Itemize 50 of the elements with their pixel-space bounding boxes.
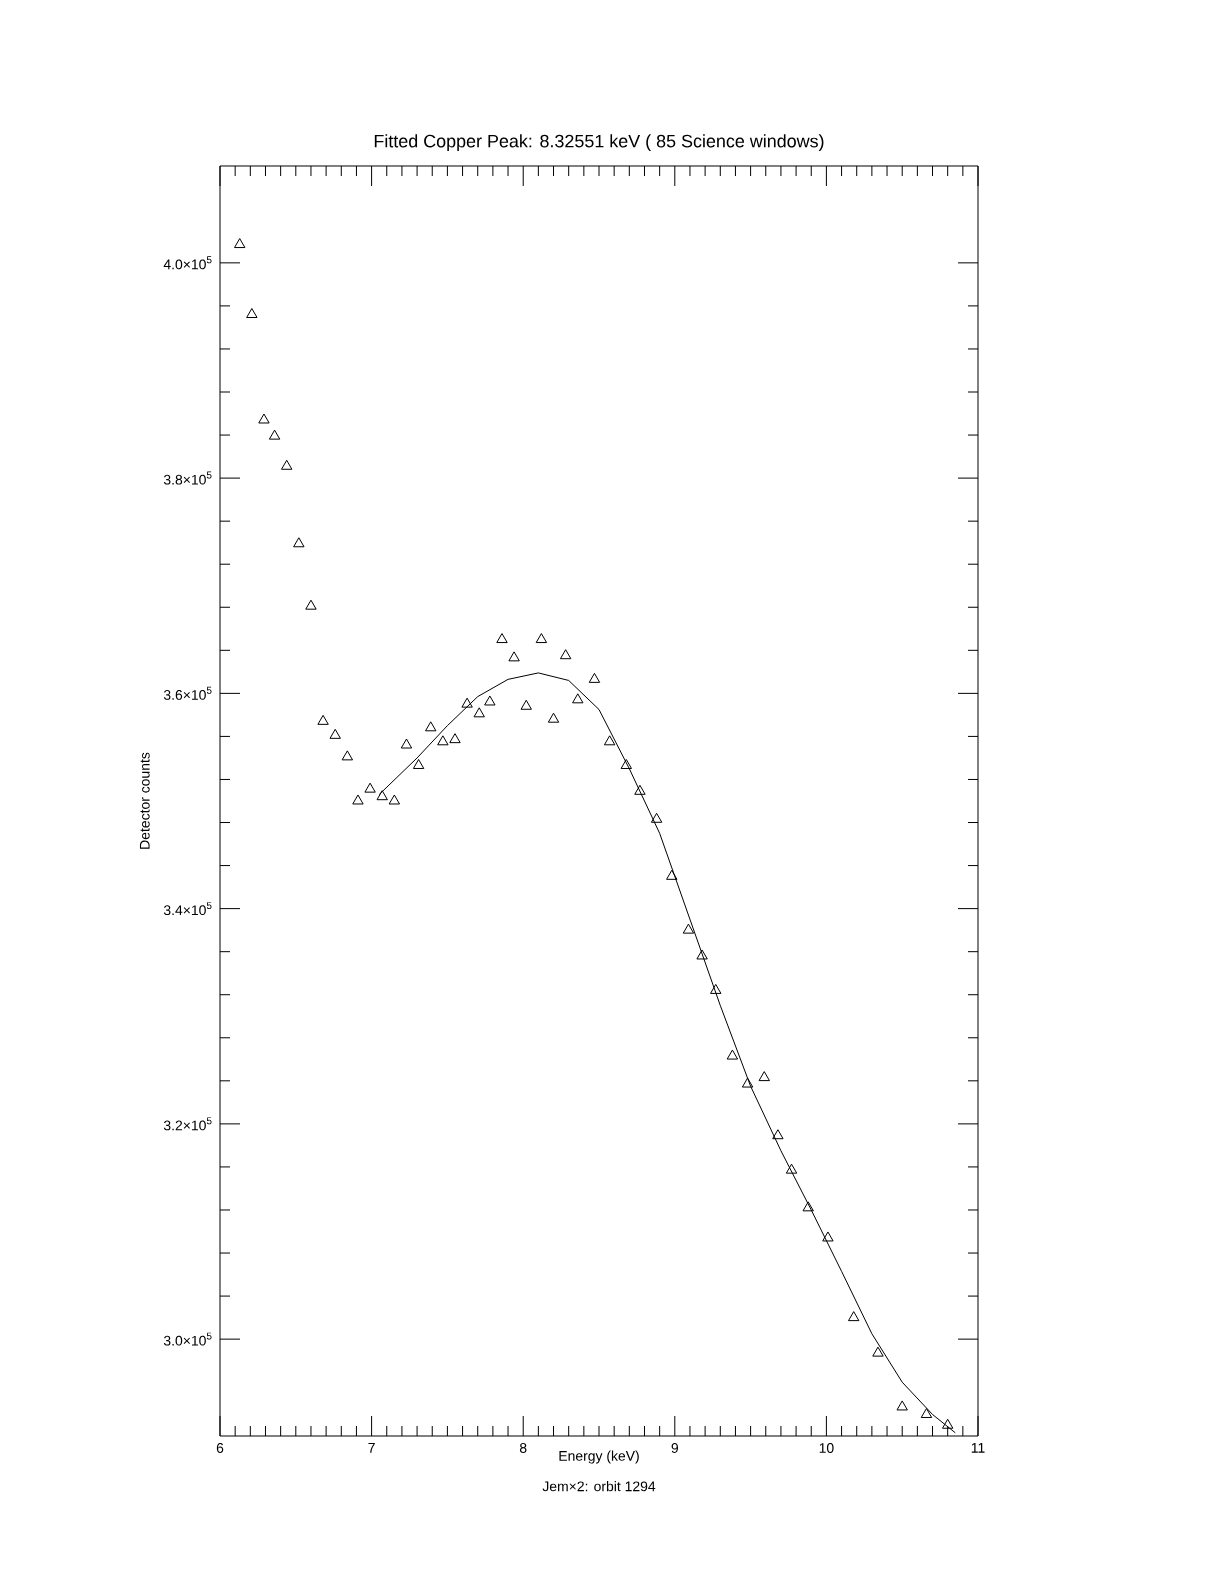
point bbox=[822, 1231, 834, 1242]
point bbox=[496, 633, 508, 644]
point bbox=[547, 712, 560, 723]
point bbox=[603, 735, 616, 746]
point bbox=[400, 738, 413, 749]
point bbox=[802, 1201, 814, 1212]
point bbox=[305, 599, 317, 610]
point bbox=[425, 721, 437, 732]
point bbox=[412, 758, 425, 769]
point bbox=[726, 1049, 739, 1060]
point bbox=[896, 1400, 908, 1411]
point bbox=[246, 308, 258, 319]
point bbox=[941, 1418, 954, 1429]
point bbox=[785, 1163, 798, 1174]
chart-title: Fitted Copper Peak: 8.32551 keV ( 85 Science windows) bbox=[374, 134, 824, 151]
point bbox=[437, 735, 449, 746]
point bbox=[329, 728, 341, 739]
point bbox=[682, 923, 695, 934]
point bbox=[920, 1407, 933, 1418]
point bbox=[666, 869, 678, 880]
point bbox=[352, 794, 364, 805]
point bbox=[710, 983, 722, 994]
point bbox=[872, 1346, 884, 1357]
point bbox=[293, 537, 305, 548]
point bbox=[572, 693, 584, 704]
point bbox=[364, 782, 376, 793]
point bbox=[341, 750, 354, 761]
point bbox=[484, 695, 496, 706]
point bbox=[696, 949, 708, 960]
point bbox=[281, 459, 293, 470]
point bbox=[535, 633, 548, 644]
point bbox=[650, 812, 663, 823]
point bbox=[473, 707, 485, 718]
point bbox=[847, 1311, 860, 1322]
point bbox=[317, 714, 329, 725]
point bbox=[388, 794, 401, 805]
point bbox=[461, 697, 473, 708]
point bbox=[588, 672, 601, 683]
point bbox=[559, 649, 572, 660]
point bbox=[508, 651, 520, 662]
point bbox=[772, 1129, 784, 1140]
point bbox=[741, 1077, 754, 1088]
point bbox=[520, 699, 532, 710]
point bbox=[634, 784, 646, 795]
point bbox=[258, 413, 270, 424]
point bbox=[268, 429, 281, 440]
point bbox=[449, 733, 461, 744]
point bbox=[234, 238, 246, 249]
point bbox=[758, 1071, 770, 1082]
point bbox=[620, 758, 632, 769]
